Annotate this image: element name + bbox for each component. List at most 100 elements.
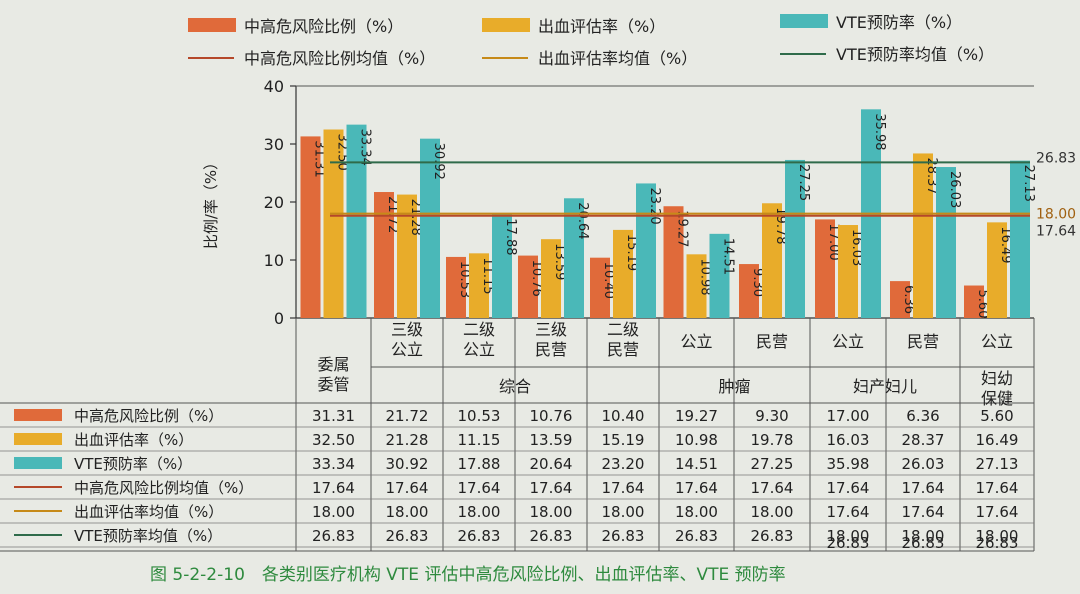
table-cell: 10.53: [458, 407, 501, 425]
bar-value-label: 9.30: [750, 268, 765, 297]
legend-label-5: VTE预防率均值（%）: [836, 45, 994, 64]
category-label: 公立: [391, 340, 423, 359]
bar-value-label: 15.19: [624, 234, 639, 271]
table-cell: 17.64: [902, 503, 945, 521]
table-cell: 23.20: [602, 455, 645, 473]
category-label: 委属: [317, 355, 349, 374]
row-header-4: 出血评估率均值（%）: [74, 503, 223, 521]
y-tick-label: 30: [264, 135, 284, 154]
table-cell: 26.83: [386, 527, 429, 545]
table-cell: 6.36: [906, 407, 939, 425]
group-label: 妇幼: [981, 369, 1013, 388]
bar-value-label: 13.59: [552, 243, 567, 280]
row-header-0: 中高危风险比例（%）: [74, 407, 223, 425]
y-tick-label: 0: [274, 309, 284, 328]
mean-end-label: 17.64: [1036, 224, 1076, 240]
table-cell: 35.98: [827, 455, 870, 473]
row-swatch-1: [14, 433, 62, 445]
bar-1-4: [613, 229, 633, 318]
legend-label-2: VTE预防率（%）: [836, 13, 962, 32]
bar-0-4: [590, 257, 610, 318]
bar-0-9: [964, 285, 984, 318]
table-cell: 17.64: [827, 503, 870, 521]
bar-1-5: [686, 254, 707, 318]
bar-2-1: [420, 138, 440, 318]
bar-value-label: 16.49: [998, 226, 1013, 263]
table-cell: 17.64: [602, 479, 645, 497]
bar-0-2: [446, 256, 466, 318]
bar-value-label: 21.28: [408, 199, 423, 236]
table-cell: 31.31: [312, 407, 355, 425]
y-tick-label: 40: [264, 77, 284, 96]
bar-value-label: 35.98: [872, 113, 887, 150]
table-cell: 17.64: [386, 479, 429, 497]
category-label: 三级: [535, 320, 567, 339]
bar-0-0: [300, 136, 321, 318]
table-cell: 17.64: [312, 479, 355, 497]
bar-value-label: 27.25: [796, 164, 811, 201]
bar-value-label: 16.03: [849, 229, 864, 266]
y-tick-label: 20: [264, 193, 284, 212]
bar-value-label: 19.27: [675, 210, 690, 247]
table-cell: 17.64: [458, 479, 501, 497]
y-axis-label: 比例/率（%）: [202, 155, 220, 249]
bar-value-label: 6.36: [901, 285, 916, 314]
bar-0-8: [890, 281, 910, 318]
table-cell: 26.83: [751, 527, 794, 545]
bar-2-6: [785, 159, 805, 318]
table-cell: 17.64: [976, 503, 1019, 521]
table-cell: 18.00: [386, 503, 429, 521]
table-cell: 18.00: [458, 503, 501, 521]
bar-1-7: [838, 225, 858, 318]
table-cell-extra: 26.83: [827, 534, 870, 552]
row-header-1: 出血评估率（%）: [74, 431, 193, 449]
table-cell: 10.76: [530, 407, 573, 425]
bar-1-9: [987, 222, 1007, 318]
category-label: 二级: [463, 320, 495, 339]
category-label: 民营: [607, 340, 639, 359]
table-cell: 20.64: [530, 455, 573, 473]
table-cell-extra: 26.83: [902, 534, 945, 552]
group-label: 保健: [981, 389, 1013, 408]
bar-value-label: 33.34: [358, 129, 373, 166]
table-cell: 18.00: [675, 503, 718, 521]
bar-value-label: 26.03: [947, 171, 962, 208]
category-label: 委管: [317, 375, 349, 394]
row-swatch-0: [14, 409, 62, 421]
table-cell: 26.03: [902, 455, 945, 473]
bar-0-6: [739, 264, 759, 318]
table-cell: 17.64: [827, 479, 870, 497]
table-cell: 32.50: [312, 431, 355, 449]
bar-value-label: 14.51: [721, 238, 736, 275]
bar-2-0: [346, 124, 367, 319]
table-cell: 16.03: [827, 431, 870, 449]
bar-value-label: 31.31: [312, 140, 327, 177]
bar-value-label: 10.53: [457, 261, 472, 298]
category-label: 民营: [907, 332, 939, 351]
table-cell: 11.15: [458, 431, 501, 449]
bar-0-1: [374, 192, 394, 318]
bar-value-label: 10.40: [601, 262, 616, 299]
bar-value-label: 21.72: [385, 196, 400, 233]
category-label: 二级: [607, 320, 639, 339]
table-cell: 17.64: [530, 479, 573, 497]
table-cell: 26.83: [312, 527, 355, 545]
table-cell: 27.13: [976, 455, 1019, 473]
category-label: 民营: [756, 332, 788, 351]
bar-1-1: [397, 194, 417, 318]
bar-value-label: 11.15: [480, 257, 495, 294]
row-header-2: VTE预防率（%）: [74, 455, 192, 473]
group-label: 妇产妇儿: [853, 377, 917, 396]
bar-1-0: [323, 129, 344, 318]
bar-value-label: 17.00: [826, 223, 841, 260]
table-cell: 17.64: [751, 479, 794, 497]
table-cell: 26.83: [675, 527, 718, 545]
bar-2-8: [936, 167, 956, 318]
bar-value-label: 23.20: [647, 187, 662, 224]
table-cell: 19.27: [675, 407, 718, 425]
legend-swatch-1: [482, 18, 530, 32]
table-cell: 14.51: [675, 455, 718, 473]
bar-value-label: 20.64: [575, 202, 590, 239]
bar-value-label: 5.60: [975, 290, 990, 319]
figure-caption: 图 5-2-2-10 各类别医疗机构 VTE 评估中高危风险比例、出血评估率、V…: [150, 565, 786, 585]
